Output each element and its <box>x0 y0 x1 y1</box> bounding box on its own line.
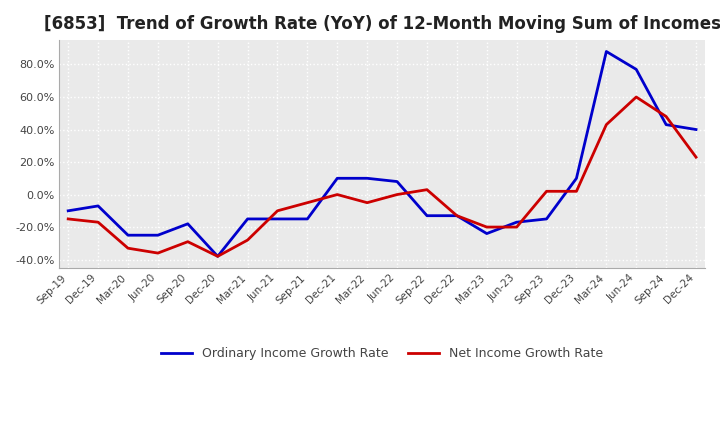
Net Income Growth Rate <box>692 154 701 160</box>
Net Income Growth Rate <box>392 192 401 197</box>
Ordinary Income Growth Rate <box>153 233 162 238</box>
Net Income Growth Rate <box>363 200 372 205</box>
Net Income Growth Rate <box>453 213 462 218</box>
Ordinary Income Growth Rate <box>542 216 551 222</box>
Ordinary Income Growth Rate <box>632 67 641 72</box>
Ordinary Income Growth Rate <box>572 176 581 181</box>
Ordinary Income Growth Rate <box>94 203 102 209</box>
Net Income Growth Rate <box>184 239 192 244</box>
Net Income Growth Rate <box>513 224 521 230</box>
Net Income Growth Rate <box>273 208 282 213</box>
Line: Ordinary Income Growth Rate: Ordinary Income Growth Rate <box>68 51 696 257</box>
Ordinary Income Growth Rate <box>513 220 521 225</box>
Ordinary Income Growth Rate <box>333 176 341 181</box>
Ordinary Income Growth Rate <box>213 254 222 259</box>
Ordinary Income Growth Rate <box>273 216 282 222</box>
Net Income Growth Rate <box>213 254 222 259</box>
Ordinary Income Growth Rate <box>363 176 372 181</box>
Net Income Growth Rate <box>243 238 252 243</box>
Ordinary Income Growth Rate <box>303 216 312 222</box>
Net Income Growth Rate <box>482 224 491 230</box>
Ordinary Income Growth Rate <box>423 213 431 218</box>
Ordinary Income Growth Rate <box>453 213 462 218</box>
Ordinary Income Growth Rate <box>243 216 252 222</box>
Net Income Growth Rate <box>124 246 132 251</box>
Net Income Growth Rate <box>64 216 73 222</box>
Ordinary Income Growth Rate <box>392 179 401 184</box>
Net Income Growth Rate <box>542 189 551 194</box>
Net Income Growth Rate <box>423 187 431 192</box>
Ordinary Income Growth Rate <box>602 49 611 54</box>
Net Income Growth Rate <box>632 94 641 99</box>
Ordinary Income Growth Rate <box>64 208 73 213</box>
Ordinary Income Growth Rate <box>184 221 192 227</box>
Net Income Growth Rate <box>94 220 102 225</box>
Net Income Growth Rate <box>662 114 670 119</box>
Net Income Growth Rate <box>572 189 581 194</box>
Net Income Growth Rate <box>303 200 312 205</box>
Line: Net Income Growth Rate: Net Income Growth Rate <box>68 97 696 257</box>
Ordinary Income Growth Rate <box>692 127 701 132</box>
Net Income Growth Rate <box>153 250 162 256</box>
Ordinary Income Growth Rate <box>482 231 491 236</box>
Legend: Ordinary Income Growth Rate, Net Income Growth Rate: Ordinary Income Growth Rate, Net Income … <box>156 342 608 365</box>
Title: [6853]  Trend of Growth Rate (YoY) of 12-Month Moving Sum of Incomes: [6853] Trend of Growth Rate (YoY) of 12-… <box>44 15 720 33</box>
Ordinary Income Growth Rate <box>662 122 670 127</box>
Net Income Growth Rate <box>602 122 611 127</box>
Net Income Growth Rate <box>333 192 341 197</box>
Ordinary Income Growth Rate <box>124 233 132 238</box>
